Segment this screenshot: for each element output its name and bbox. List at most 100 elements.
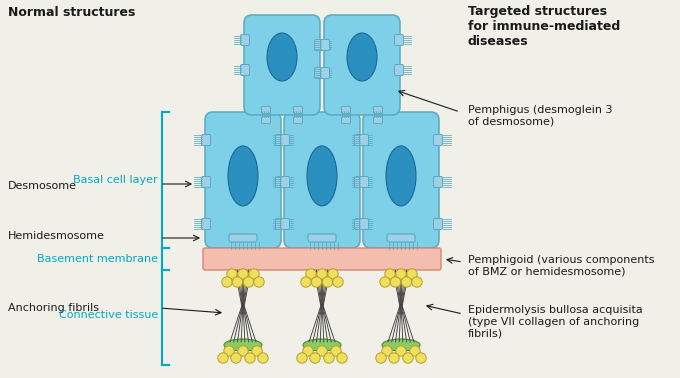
FancyBboxPatch shape [280,218,290,229]
Ellipse shape [382,339,420,351]
Circle shape [222,277,232,287]
Circle shape [396,346,406,356]
FancyBboxPatch shape [341,107,350,113]
FancyBboxPatch shape [201,135,211,146]
FancyBboxPatch shape [434,218,443,229]
Circle shape [233,277,243,287]
FancyBboxPatch shape [314,68,324,79]
Circle shape [385,269,395,279]
Ellipse shape [303,339,341,351]
Circle shape [252,346,262,356]
Circle shape [381,346,392,356]
FancyBboxPatch shape [341,116,350,124]
Circle shape [238,269,248,279]
FancyBboxPatch shape [360,218,369,229]
Circle shape [311,277,322,287]
Circle shape [238,346,248,356]
FancyBboxPatch shape [275,135,284,146]
FancyBboxPatch shape [324,15,400,115]
FancyBboxPatch shape [308,234,336,242]
Circle shape [412,277,422,287]
Text: Anchoring fibrils: Anchoring fibrils [8,303,99,313]
Circle shape [415,353,426,363]
FancyBboxPatch shape [203,248,441,270]
Circle shape [330,346,341,356]
Ellipse shape [228,146,258,206]
Circle shape [224,346,234,356]
Circle shape [407,269,418,279]
Circle shape [337,353,347,363]
Ellipse shape [307,146,337,206]
Circle shape [396,269,406,279]
Circle shape [389,353,399,363]
Ellipse shape [347,33,377,81]
Circle shape [322,277,333,287]
Circle shape [380,277,390,287]
FancyBboxPatch shape [320,68,330,79]
FancyBboxPatch shape [354,135,364,146]
Circle shape [301,277,311,287]
Text: Connective tissue: Connective tissue [58,310,158,320]
Text: Pemphigoid (various components
of BMZ or hemidesmosome): Pemphigoid (various components of BMZ or… [468,255,654,277]
Circle shape [231,353,241,363]
Text: Desmosome: Desmosome [8,181,77,191]
Circle shape [317,269,327,279]
Circle shape [249,269,259,279]
FancyBboxPatch shape [434,135,443,146]
FancyBboxPatch shape [280,177,290,187]
FancyBboxPatch shape [360,177,369,187]
FancyBboxPatch shape [294,107,303,113]
Circle shape [227,269,237,279]
FancyBboxPatch shape [387,234,415,242]
FancyBboxPatch shape [294,116,303,124]
FancyBboxPatch shape [201,177,211,187]
FancyBboxPatch shape [262,107,271,113]
Text: Pemphigus (desmoglein 3
of desmosome): Pemphigus (desmoglein 3 of desmosome) [468,105,613,127]
FancyBboxPatch shape [354,177,364,187]
Circle shape [258,353,268,363]
Circle shape [410,346,420,356]
FancyBboxPatch shape [275,218,284,229]
Circle shape [328,269,338,279]
Circle shape [296,353,307,363]
FancyBboxPatch shape [244,15,320,115]
FancyBboxPatch shape [241,34,250,45]
Text: Normal structures: Normal structures [8,6,135,19]
Circle shape [390,277,401,287]
Ellipse shape [386,146,416,206]
Ellipse shape [267,33,297,81]
Circle shape [245,353,255,363]
Circle shape [306,269,316,279]
Circle shape [401,277,411,287]
Circle shape [310,353,320,363]
Circle shape [218,353,228,363]
FancyBboxPatch shape [205,112,281,248]
FancyBboxPatch shape [360,135,369,146]
FancyBboxPatch shape [373,116,382,124]
FancyBboxPatch shape [394,34,403,45]
FancyBboxPatch shape [373,107,382,113]
FancyBboxPatch shape [284,112,360,248]
Text: Basal cell layer: Basal cell layer [73,175,158,185]
FancyBboxPatch shape [363,112,439,248]
FancyBboxPatch shape [434,177,443,187]
Circle shape [317,346,327,356]
FancyBboxPatch shape [241,65,250,76]
Circle shape [254,277,265,287]
FancyBboxPatch shape [229,234,257,242]
Circle shape [403,353,413,363]
FancyBboxPatch shape [354,218,364,229]
Ellipse shape [224,339,262,351]
FancyBboxPatch shape [314,39,324,51]
Circle shape [324,353,334,363]
Circle shape [376,353,386,363]
Text: Basement membrane: Basement membrane [37,254,158,264]
Circle shape [303,346,313,356]
FancyBboxPatch shape [280,135,290,146]
FancyBboxPatch shape [320,39,330,51]
Circle shape [243,277,254,287]
FancyBboxPatch shape [394,65,403,76]
Text: Epidermolysis bullosa acquisita
(type VII collagen of anchoring
fibrils): Epidermolysis bullosa acquisita (type VI… [468,305,643,338]
FancyBboxPatch shape [201,218,211,229]
Text: Targeted structures
for immune-mediated
diseases: Targeted structures for immune-mediated … [468,5,620,48]
